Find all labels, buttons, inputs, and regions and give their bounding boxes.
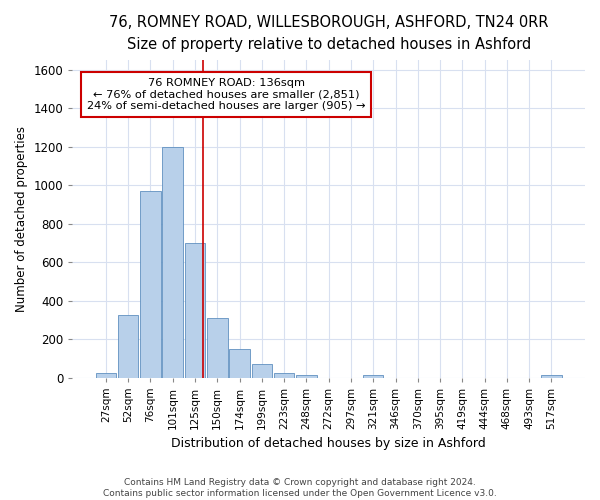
X-axis label: Distribution of detached houses by size in Ashford: Distribution of detached houses by size … <box>171 437 486 450</box>
Bar <box>95 372 116 378</box>
Bar <box>541 374 562 378</box>
Bar <box>251 364 272 378</box>
Text: Contains HM Land Registry data © Crown copyright and database right 2024.
Contai: Contains HM Land Registry data © Crown c… <box>103 478 497 498</box>
Bar <box>185 243 205 378</box>
Bar <box>229 348 250 378</box>
Bar <box>163 147 183 378</box>
Y-axis label: Number of detached properties: Number of detached properties <box>15 126 28 312</box>
Title: 76, ROMNEY ROAD, WILLESBOROUGH, ASHFORD, TN24 0RR
Size of property relative to d: 76, ROMNEY ROAD, WILLESBOROUGH, ASHFORD,… <box>109 15 548 52</box>
Bar <box>207 318 227 378</box>
Bar <box>363 374 383 378</box>
Bar <box>140 191 161 378</box>
Bar <box>296 374 317 378</box>
Bar <box>274 372 295 378</box>
Bar <box>118 315 139 378</box>
Text: 76 ROMNEY ROAD: 136sqm
← 76% of detached houses are smaller (2,851)
24% of semi-: 76 ROMNEY ROAD: 136sqm ← 76% of detached… <box>87 78 365 111</box>
